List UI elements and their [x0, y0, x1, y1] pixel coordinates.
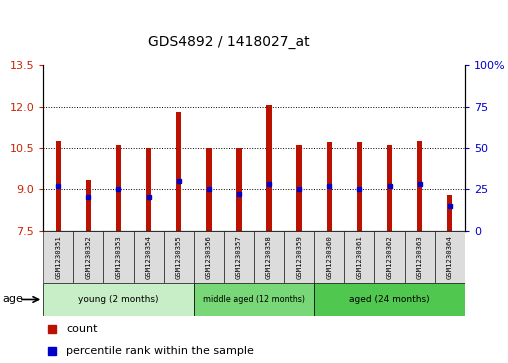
Text: GSM1230360: GSM1230360: [326, 235, 332, 279]
Text: GSM1230364: GSM1230364: [447, 235, 453, 279]
Bar: [194, 231, 224, 283]
Text: GSM1230358: GSM1230358: [266, 235, 272, 279]
Bar: [404, 231, 435, 283]
Bar: [176, 112, 181, 231]
Bar: [254, 231, 284, 283]
Text: GSM1230351: GSM1230351: [55, 235, 61, 279]
Text: GDS4892 / 1418027_at: GDS4892 / 1418027_at: [148, 35, 309, 49]
Bar: [43, 231, 73, 283]
Text: GSM1230353: GSM1230353: [115, 235, 121, 279]
Bar: [86, 180, 91, 231]
Bar: [417, 141, 422, 231]
Text: GSM1230361: GSM1230361: [357, 235, 362, 279]
Bar: [297, 145, 302, 231]
Text: GSM1230352: GSM1230352: [85, 235, 91, 279]
Text: young (2 months): young (2 months): [78, 295, 158, 304]
Text: age: age: [3, 294, 23, 305]
Bar: [314, 283, 465, 316]
Bar: [55, 141, 61, 231]
Bar: [236, 148, 242, 231]
Bar: [284, 231, 314, 283]
Bar: [134, 231, 164, 283]
Bar: [224, 231, 254, 283]
Bar: [357, 142, 362, 231]
Bar: [43, 283, 194, 316]
Text: GSM1230357: GSM1230357: [236, 235, 242, 279]
Bar: [73, 231, 104, 283]
Bar: [314, 231, 344, 283]
Bar: [164, 231, 194, 283]
Text: percentile rank within the sample: percentile rank within the sample: [67, 346, 254, 356]
Text: aged (24 months): aged (24 months): [349, 295, 430, 304]
Text: GSM1230363: GSM1230363: [417, 235, 423, 279]
Text: middle aged (12 months): middle aged (12 months): [203, 295, 305, 304]
Bar: [194, 283, 314, 316]
Text: GSM1230354: GSM1230354: [146, 235, 151, 279]
Text: GSM1230355: GSM1230355: [176, 235, 182, 279]
Bar: [327, 142, 332, 231]
Bar: [344, 231, 374, 283]
Bar: [447, 195, 453, 231]
Text: GSM1230359: GSM1230359: [296, 235, 302, 279]
Text: GSM1230362: GSM1230362: [387, 235, 393, 279]
Bar: [387, 145, 392, 231]
Bar: [435, 231, 465, 283]
Bar: [146, 148, 151, 231]
Bar: [104, 231, 134, 283]
Bar: [374, 231, 404, 283]
Bar: [266, 105, 272, 231]
Text: count: count: [67, 324, 98, 334]
Text: GSM1230356: GSM1230356: [206, 235, 212, 279]
Bar: [116, 145, 121, 231]
Bar: [206, 148, 211, 231]
